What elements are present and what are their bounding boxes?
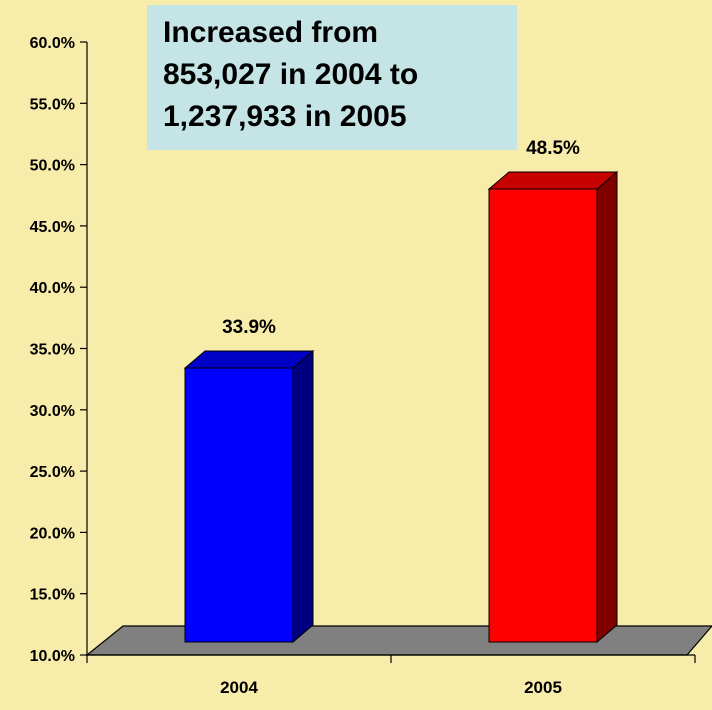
annotation-background <box>147 5 517 150</box>
annotation-text-line: 853,027 in 2004 to <box>163 58 418 91</box>
x-axis: 2004 2005 <box>86 654 696 697</box>
y-tick-label: 20.0% <box>30 525 75 542</box>
bar-side-face <box>292 349 314 644</box>
y-tick-label: 10.0% <box>30 648 75 665</box>
annotation-text-line: Increased from <box>163 16 378 49</box>
bars: 33.9% 48.5% <box>183 138 619 644</box>
bar-side-face <box>596 170 618 644</box>
bar-front-face <box>184 367 294 643</box>
y-tick-label: 30.0% <box>30 403 75 420</box>
y-tick-label: 60.0% <box>30 35 75 52</box>
data-label: 33.9% <box>222 317 276 338</box>
y-axis: 10.0% 15.0% 20.0% 25.0% 30.0% 35.0% 40.0% 45.0%… <box>30 35 88 665</box>
y-tick-label: 15.0% <box>30 587 75 604</box>
floor-plane <box>85 625 712 656</box>
x-tick-label: 2004 <box>220 678 258 697</box>
y-tick-label: 40.0% <box>30 280 75 297</box>
annotation-text-line: 1,237,933 in 2005 <box>163 100 407 133</box>
y-tick-label: 25.0% <box>30 464 75 481</box>
y-tick-label: 35.0% <box>30 342 75 359</box>
bar-front-face <box>488 188 598 643</box>
bar-2005 <box>487 170 619 644</box>
bar-top-face <box>183 350 315 369</box>
annotation-box: Increased from 853,027 in 2004 to 1,237,93… <box>147 5 517 150</box>
y-tick-label: 50.0% <box>30 158 75 175</box>
chart-floor <box>85 625 712 656</box>
bar-top-face <box>487 171 619 190</box>
y-tick-label: 45.0% <box>30 219 75 236</box>
bar-2004 <box>183 349 315 644</box>
x-tick-label: 2005 <box>524 678 562 697</box>
data-label: 48.5% <box>526 138 580 159</box>
y-tick-label: 55.0% <box>30 96 75 113</box>
